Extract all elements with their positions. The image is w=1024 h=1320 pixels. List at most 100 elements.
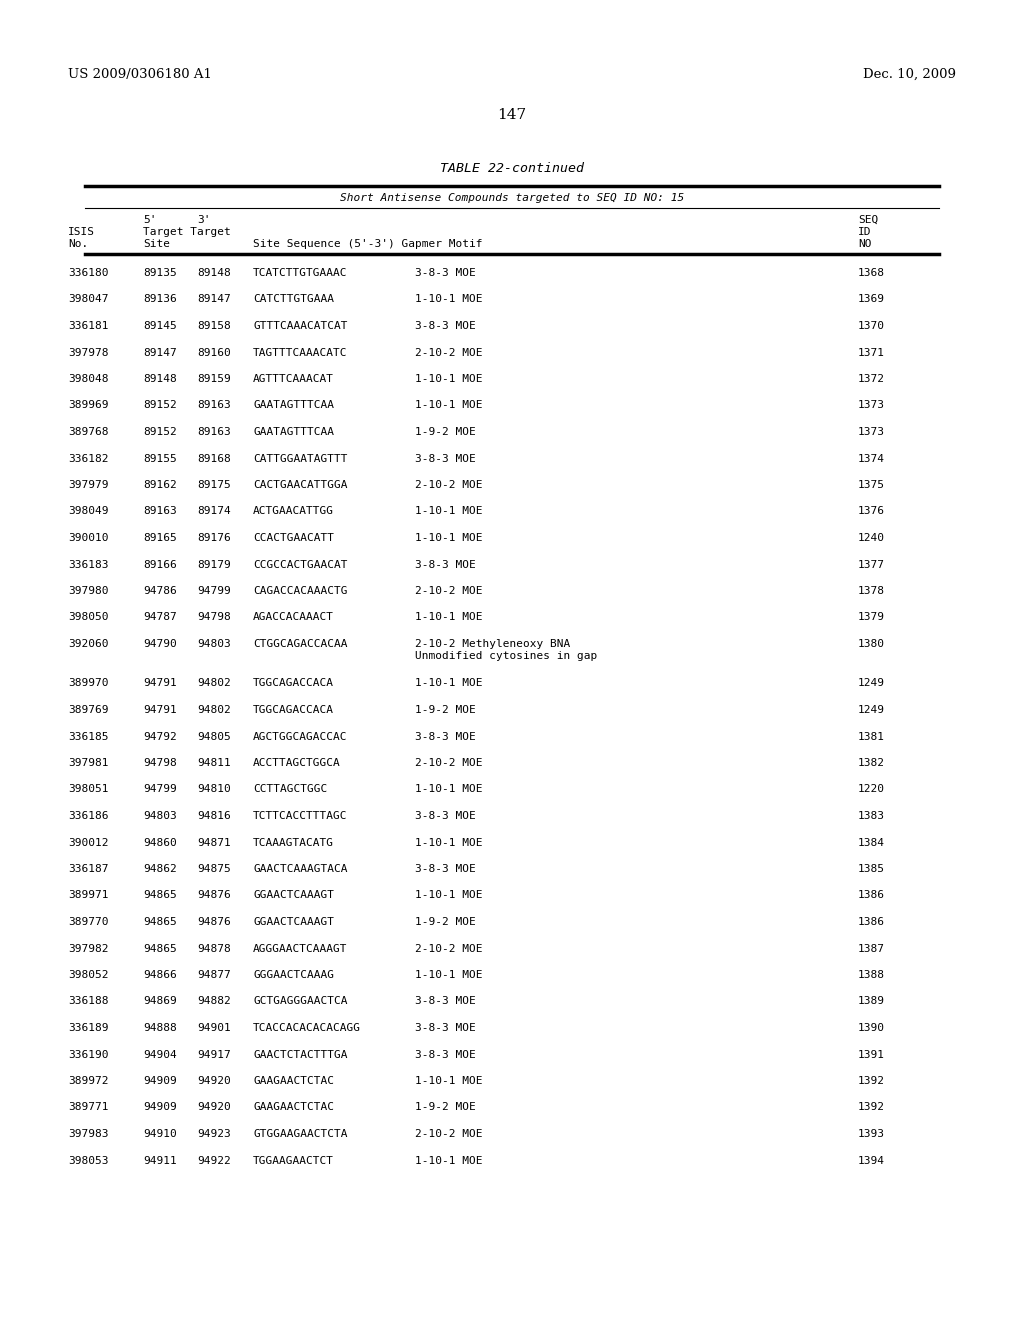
Text: CATCTTGTGAAA: CATCTTGTGAAA [253,294,334,305]
Text: 89163: 89163 [197,426,230,437]
Text: 89135: 89135 [143,268,177,279]
Text: 94865: 94865 [143,917,177,927]
Text: CCACTGAACATT: CCACTGAACATT [253,533,334,543]
Text: 398052: 398052 [68,970,109,979]
Text: 5': 5' [143,215,157,224]
Text: 1382: 1382 [858,758,885,768]
Text: 1386: 1386 [858,917,885,927]
Text: 94910: 94910 [143,1129,177,1139]
Text: 94790: 94790 [143,639,177,649]
Text: 1240: 1240 [858,533,885,543]
Text: 94909: 94909 [143,1102,177,1113]
Text: 94882: 94882 [197,997,230,1006]
Text: 1369: 1369 [858,294,885,305]
Text: 94802: 94802 [197,705,230,715]
Text: GGAACTCAAAGT: GGAACTCAAAGT [253,917,334,927]
Text: 1392: 1392 [858,1076,885,1086]
Text: CCGCCACTGAACAT: CCGCCACTGAACAT [253,560,347,569]
Text: 1388: 1388 [858,970,885,979]
Text: 89159: 89159 [197,374,230,384]
Text: CATTGGAATAGTTT: CATTGGAATAGTTT [253,454,347,463]
Text: GAACTCTACTTTGA: GAACTCTACTTTGA [253,1049,347,1060]
Text: 94911: 94911 [143,1155,177,1166]
Text: 89168: 89168 [197,454,230,463]
Text: ISIS: ISIS [68,227,95,238]
Text: CAGACCACAAACTG: CAGACCACAAACTG [253,586,347,597]
Text: Unmodified cytosines in gap: Unmodified cytosines in gap [415,651,597,661]
Text: 94803: 94803 [143,810,177,821]
Text: 1389: 1389 [858,997,885,1006]
Text: 89176: 89176 [197,533,230,543]
Text: 89148: 89148 [143,374,177,384]
Text: 94802: 94802 [197,678,230,689]
Text: AGACCACAAACT: AGACCACAAACT [253,612,334,623]
Text: 1374: 1374 [858,454,885,463]
Text: 1-9-2 MOE: 1-9-2 MOE [415,917,476,927]
Text: GGGAACTCAAAG: GGGAACTCAAAG [253,970,334,979]
Text: 94922: 94922 [197,1155,230,1166]
Text: 1386: 1386 [858,891,885,900]
Text: 1-10-1 MOE: 1-10-1 MOE [415,533,482,543]
Text: 389770: 389770 [68,917,109,927]
Text: 2-10-2 MOE: 2-10-2 MOE [415,944,482,953]
Text: 94875: 94875 [197,865,230,874]
Text: 390012: 390012 [68,837,109,847]
Text: GAAGAACTCTAC: GAAGAACTCTAC [253,1076,334,1086]
Text: 89174: 89174 [197,507,230,516]
Text: 94792: 94792 [143,731,177,742]
Text: 389769: 389769 [68,705,109,715]
Text: 1372: 1372 [858,374,885,384]
Text: 3': 3' [197,215,211,224]
Text: 389768: 389768 [68,426,109,437]
Text: 2-10-2 Methyleneoxy BNA: 2-10-2 Methyleneoxy BNA [415,639,570,649]
Text: 94865: 94865 [143,891,177,900]
Text: 94787: 94787 [143,612,177,623]
Text: 336190: 336190 [68,1049,109,1060]
Text: GAAGAACTCTAC: GAAGAACTCTAC [253,1102,334,1113]
Text: 2-10-2 MOE: 2-10-2 MOE [415,347,482,358]
Text: 1249: 1249 [858,678,885,689]
Text: US 2009/0306180 A1: US 2009/0306180 A1 [68,69,212,81]
Text: 398047: 398047 [68,294,109,305]
Text: 94866: 94866 [143,970,177,979]
Text: 1368: 1368 [858,268,885,279]
Text: 94791: 94791 [143,678,177,689]
Text: TCAAAGTACATG: TCAAAGTACATG [253,837,334,847]
Text: 336182: 336182 [68,454,109,463]
Text: 1-10-1 MOE: 1-10-1 MOE [415,784,482,795]
Text: 1-10-1 MOE: 1-10-1 MOE [415,612,482,623]
Text: 94862: 94862 [143,865,177,874]
Text: Short Antisense Compounds targeted to SEQ ID NO: 15: Short Antisense Compounds targeted to SE… [340,193,684,203]
Text: 1381: 1381 [858,731,885,742]
Text: 1-10-1 MOE: 1-10-1 MOE [415,400,482,411]
Text: 397979: 397979 [68,480,109,490]
Text: 397981: 397981 [68,758,109,768]
Text: 94869: 94869 [143,997,177,1006]
Text: SEQ: SEQ [858,215,879,224]
Text: 2-10-2 MOE: 2-10-2 MOE [415,758,482,768]
Text: TGGCAGACCACA: TGGCAGACCACA [253,705,334,715]
Text: GGAACTCAAAGT: GGAACTCAAAGT [253,891,334,900]
Text: 89162: 89162 [143,480,177,490]
Text: 94860: 94860 [143,837,177,847]
Text: 389972: 389972 [68,1076,109,1086]
Text: 1373: 1373 [858,400,885,411]
Text: 94865: 94865 [143,944,177,953]
Text: 94791: 94791 [143,705,177,715]
Text: 94876: 94876 [197,917,230,927]
Text: CTGGCAGACCACAA: CTGGCAGACCACAA [253,639,347,649]
Text: Dec. 10, 2009: Dec. 10, 2009 [863,69,956,81]
Text: 1378: 1378 [858,586,885,597]
Text: 94803: 94803 [197,639,230,649]
Text: ACTGAACATTGG: ACTGAACATTGG [253,507,334,516]
Text: 336181: 336181 [68,321,109,331]
Text: 94888: 94888 [143,1023,177,1034]
Text: 1-10-1 MOE: 1-10-1 MOE [415,1155,482,1166]
Text: 2-10-2 MOE: 2-10-2 MOE [415,586,482,597]
Text: 336189: 336189 [68,1023,109,1034]
Text: 1383: 1383 [858,810,885,821]
Text: 1394: 1394 [858,1155,885,1166]
Text: 398049: 398049 [68,507,109,516]
Text: 2-10-2 MOE: 2-10-2 MOE [415,480,482,490]
Text: 89166: 89166 [143,560,177,569]
